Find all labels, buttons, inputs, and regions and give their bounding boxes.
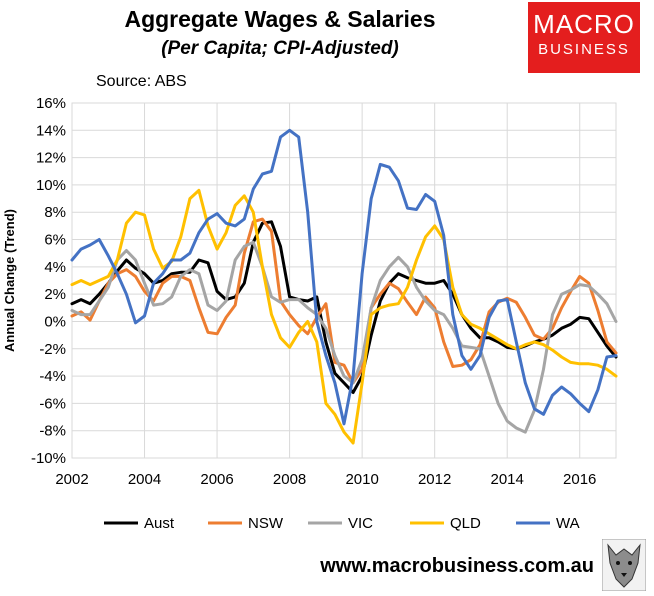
y-tick-label: 14% [36, 122, 66, 139]
y-tick-label: 6% [44, 232, 66, 249]
chart-title: Aggregate Wages & Salaries [124, 6, 436, 32]
y-tick-label: 12% [36, 150, 66, 167]
line-chart: -10% -8% -6% -4% -2% 0% 2% 4% 6% 8% 10% 12% 14% 16% 20… [2, 95, 618, 532]
y-tick-label: 2% [44, 286, 66, 303]
logo-line-1: MACRO [533, 9, 635, 39]
legend-label-nsw: NSW [248, 515, 284, 532]
chart-subtitle: (Per Capita; CPI-Adjusted) [161, 38, 399, 59]
macrobusiness-logo: MACRO BUSINESS [528, 2, 640, 73]
series-line-qld [70, 188, 618, 445]
x-tick-label: 2010 [345, 471, 378, 488]
y-tick-label: -10% [31, 450, 66, 467]
y-tick-label: 4% [44, 259, 66, 276]
series-line-wa [70, 128, 618, 426]
x-tick-label: 2012 [418, 471, 451, 488]
x-tick-label: 2006 [200, 471, 233, 488]
y-tick-label: -8% [39, 423, 66, 440]
y-tick-label: 8% [44, 204, 66, 221]
legend-label-vic: VIC [348, 515, 373, 532]
legend-label-aust: Aust [144, 515, 175, 532]
y-tick-label: 10% [36, 177, 66, 194]
x-tick-label: 2002 [55, 471, 88, 488]
legend-label-wa: WA [556, 515, 580, 532]
legend-label-qld: QLD [450, 515, 481, 532]
logo-line-2: BUSINESS [538, 41, 630, 58]
plot-area-border [71, 102, 617, 459]
y-tick-label: -4% [39, 368, 66, 385]
series-line-nsw [70, 217, 618, 385]
x-tick-label: 2008 [273, 471, 306, 488]
x-tick-label: 2016 [563, 471, 596, 488]
y-tick-label: 16% [36, 95, 66, 112]
x-tick-label: 2004 [128, 471, 161, 488]
website-url: www.macrobusiness.com.au [320, 555, 594, 577]
y-tick-label: -2% [39, 341, 66, 358]
x-tick-label: 2014 [491, 471, 524, 488]
series-line-vic [70, 240, 618, 434]
y-axis-label: Annual Change (Trend) [2, 209, 17, 352]
source-note: Source: ABS [96, 73, 187, 90]
y-tick-label: 0% [44, 313, 66, 330]
y-tick-label: -6% [39, 395, 66, 412]
wolf-mascot-icon [602, 539, 646, 591]
